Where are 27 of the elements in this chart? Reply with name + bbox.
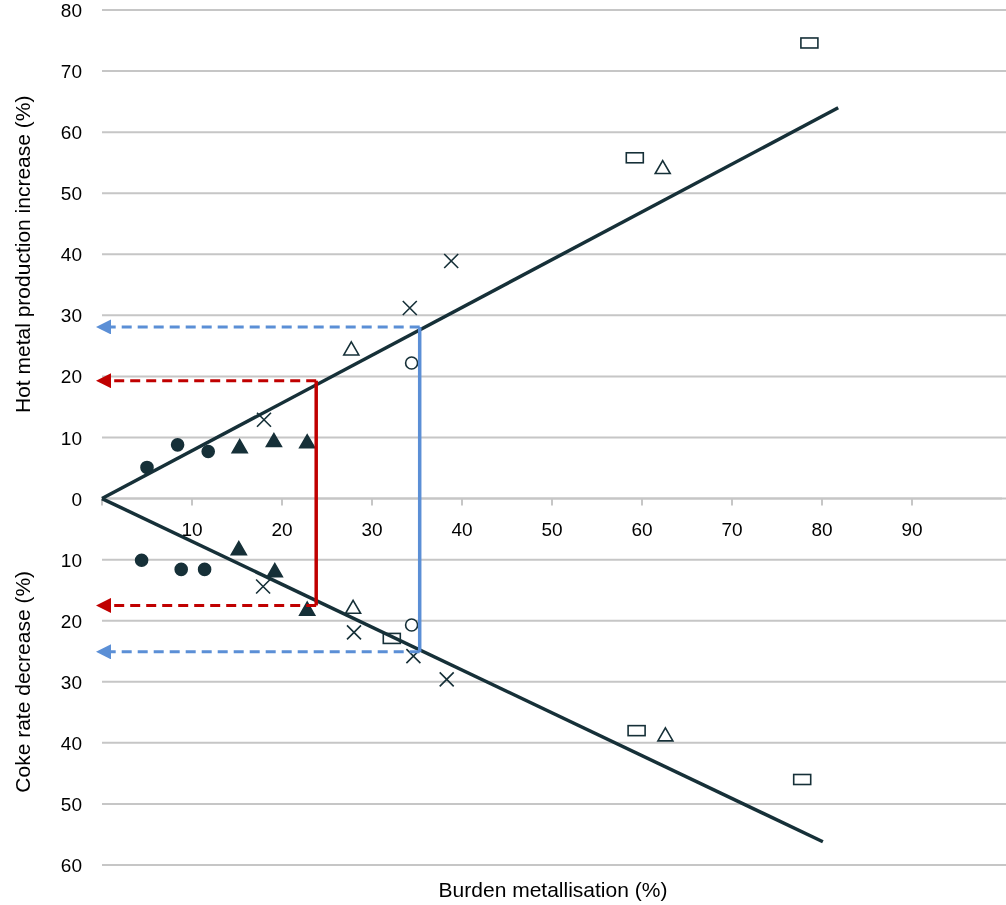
y-tick-label: 40 xyxy=(60,732,82,754)
x-tick-label: 50 xyxy=(541,518,563,540)
x-tick-label: 40 xyxy=(451,518,473,540)
x-tick-label: 10 xyxy=(181,518,203,540)
y-tick-label: 20 xyxy=(60,366,82,388)
y-tick-label: 10 xyxy=(60,427,82,449)
y-tick-label: 60 xyxy=(60,122,82,144)
x-tick-label: 70 xyxy=(721,518,743,540)
y-tick-label: 60 xyxy=(60,855,82,876)
y-tick-label: 50 xyxy=(60,793,82,815)
x-tick-label: 20 xyxy=(271,518,293,540)
y-tick-label: 30 xyxy=(60,305,82,327)
y-tick-label: 20 xyxy=(60,610,82,632)
y-tick-label: 10 xyxy=(60,549,82,571)
y-tick-label: 40 xyxy=(60,244,82,266)
x-axis-title: Burden metallisation (%) xyxy=(438,878,668,901)
y-tick-label: 50 xyxy=(60,183,82,205)
y-tick-label: 80 xyxy=(60,0,82,21)
y-axis-title: Hot metal production increase (%) xyxy=(11,95,34,414)
x-tick-label: 60 xyxy=(631,518,653,540)
y-tick-label: 0 xyxy=(71,488,82,510)
y-tick-label: 30 xyxy=(60,671,82,693)
x-tick-label: 30 xyxy=(361,518,383,540)
x-tick-label: 80 xyxy=(811,518,833,540)
text: Coke rate decrease (%) xyxy=(11,570,34,793)
y-tick-label: 70 xyxy=(60,61,82,83)
x-tick-label: 90 xyxy=(901,518,923,540)
